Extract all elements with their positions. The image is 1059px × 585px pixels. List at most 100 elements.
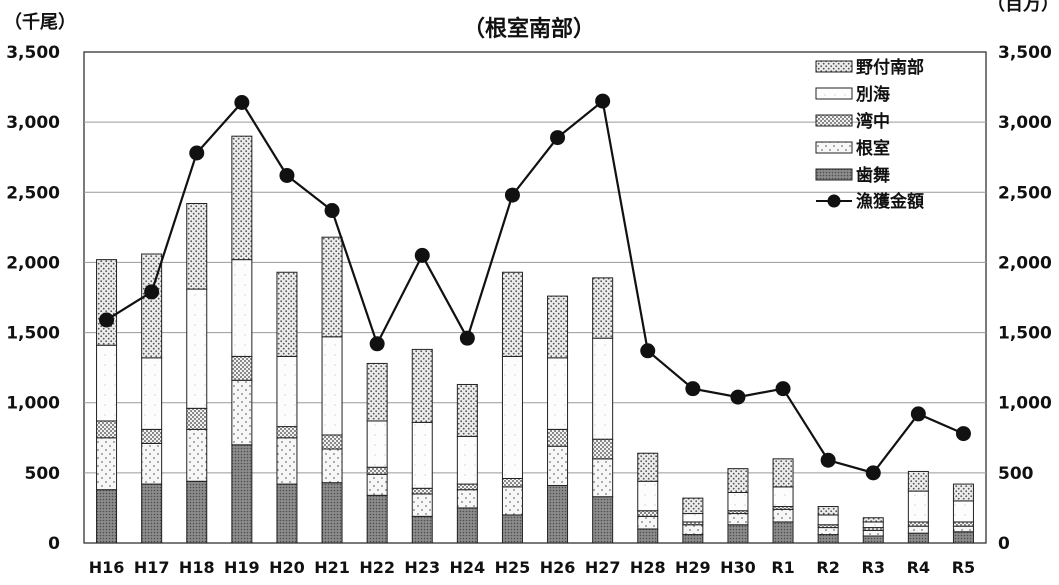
bar-segment — [592, 277, 614, 339]
bar-segment — [682, 524, 704, 536]
bar-segment — [952, 483, 974, 502]
bar-segment — [592, 337, 614, 440]
category-labels: H16 H17 H18 H19 H20 H21 H22 H23 H24 H25 H26 H27 H28 H… — [89, 558, 975, 577]
bar-segment — [547, 295, 569, 359]
bar-segment — [501, 514, 523, 544]
bar-segment — [141, 483, 163, 544]
bar-segment — [456, 489, 478, 509]
bar-segment — [231, 259, 253, 357]
bar-segment — [231, 135, 253, 261]
y2-tick-label: 3,000 — [998, 113, 1052, 133]
bar-segment — [366, 494, 388, 544]
bar-segment — [772, 521, 794, 544]
bar-segment — [952, 521, 974, 527]
bar-segment — [456, 483, 478, 491]
bar-segment — [952, 531, 974, 544]
bar-segment — [231, 444, 253, 544]
y-tick-label: 3,500 — [6, 43, 60, 63]
bar-segment — [907, 521, 929, 527]
y2-tick-label: 3,500 — [998, 43, 1052, 63]
bar-segment — [772, 508, 794, 523]
amount-point — [234, 95, 250, 111]
x-tick-label: H23 — [404, 558, 440, 577]
bar-segment — [321, 434, 343, 450]
bar-segment — [366, 473, 388, 496]
bar-segment — [907, 490, 929, 523]
bar-segment — [411, 421, 433, 489]
y2-tick-label: 0 — [998, 534, 1010, 554]
legend-swatch — [815, 168, 853, 181]
legend-swatch — [815, 141, 853, 154]
bar-segment — [817, 514, 839, 526]
bar-segment — [456, 507, 478, 544]
left-axis-ticks: 0 500 1,000 1,500 2,000 2,500 3,000 3,500 — [6, 43, 60, 554]
bar-segment — [276, 426, 298, 439]
bar-segment — [907, 525, 929, 534]
bar-segment — [682, 513, 704, 523]
bar-segment — [862, 517, 884, 523]
bar-segment — [637, 452, 659, 482]
x-tick-label: R3 — [862, 558, 885, 577]
legend-label: 根室 — [856, 138, 890, 159]
chart-subtitle: （根室南部） — [463, 16, 595, 42]
bar-segment — [96, 489, 118, 544]
bar-segment — [141, 442, 163, 485]
x-tick-label: H19 — [224, 558, 260, 577]
bar-segment — [141, 357, 163, 430]
bar-segment — [411, 493, 433, 517]
bar-segment — [682, 534, 704, 544]
x-tick-label: R1 — [771, 558, 794, 577]
y2-tick-label: 1,000 — [998, 394, 1052, 414]
amount-point — [189, 145, 205, 161]
bar-segment — [366, 466, 388, 475]
x-tick-label: H27 — [585, 558, 621, 577]
bar-segment — [637, 515, 659, 530]
amount-point — [730, 389, 746, 405]
amount-point — [820, 452, 836, 468]
bar-segment — [637, 528, 659, 544]
y2-tick-label: 2,500 — [998, 183, 1052, 203]
bar-segment — [547, 484, 569, 544]
legend-label: 野付南部 — [856, 57, 924, 78]
bar-segment — [186, 288, 208, 409]
y-tick-label: 500 — [25, 464, 61, 484]
bar-segment — [952, 525, 974, 533]
amount-point — [910, 406, 926, 422]
amount-point — [955, 426, 971, 442]
bar-segment — [276, 483, 298, 544]
bar-segment — [321, 336, 343, 436]
bar-segment — [637, 480, 659, 512]
bar-segment — [231, 355, 253, 381]
bar-segment — [501, 355, 523, 479]
bar-segment — [231, 379, 253, 446]
bar-segment — [592, 496, 614, 544]
bar-segment — [592, 438, 614, 460]
x-tick-label: H22 — [359, 558, 395, 577]
y-tick-label: 1,000 — [6, 394, 60, 414]
bar-segment — [862, 535, 884, 544]
x-tick-label: R4 — [907, 558, 930, 577]
bar-segment — [276, 437, 298, 485]
legend-marker — [827, 194, 841, 208]
legend-label: 漁獲金額 — [856, 191, 924, 212]
bar-stacks — [96, 135, 974, 544]
amount-point — [595, 93, 611, 109]
bar-segment — [186, 480, 208, 544]
bar-segment — [501, 271, 523, 357]
bar-segment — [96, 420, 118, 439]
bar-segment — [817, 527, 839, 536]
bar-segment — [862, 529, 884, 537]
amount-point — [369, 336, 385, 352]
bar-segment — [141, 428, 163, 444]
amount-point — [324, 203, 340, 219]
bar-segment — [411, 487, 433, 495]
bar-segment — [817, 534, 839, 544]
y-tick-label: 3,000 — [6, 113, 60, 133]
x-tick-label: H16 — [89, 558, 125, 577]
y-tick-label: 1,500 — [6, 324, 60, 344]
bar-segment — [321, 236, 343, 338]
left-axis-unit: （千尾） — [4, 12, 76, 33]
bar-segment — [366, 362, 388, 422]
y2-tick-label: 2,000 — [998, 253, 1052, 273]
